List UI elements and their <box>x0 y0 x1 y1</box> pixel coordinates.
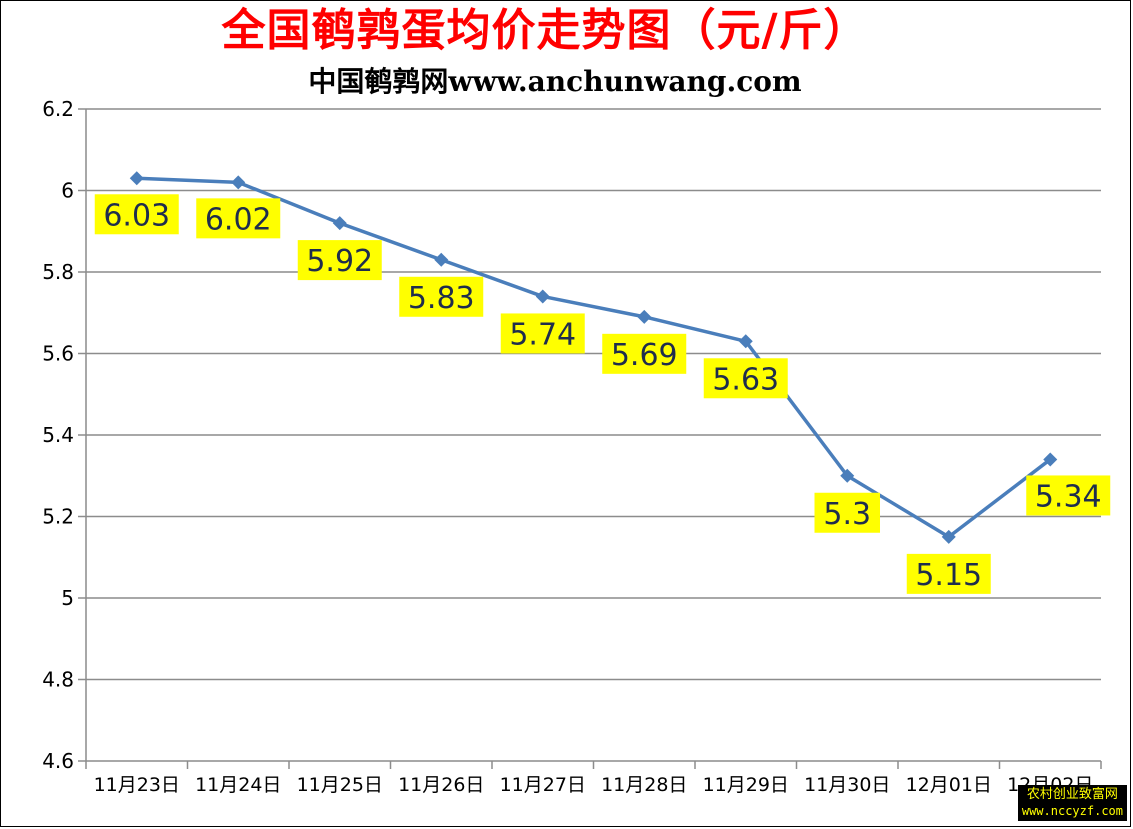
data-point-marker <box>129 171 144 186</box>
x-axis-ticks: 11月23日 11月24日 11月25日 11月26日 11月27日 11月28日 11月2… <box>85 761 1102 796</box>
chart-subtitle: 中国鹌鹑网www.anchunwang.com <box>308 65 802 98</box>
data-point-marker <box>332 216 347 231</box>
data-label-box <box>196 198 281 239</box>
watermark-logo: 农村创业致富网 www.ncсyzf.com <box>1017 785 1127 821</box>
data-point-marker <box>738 334 753 349</box>
y-tick-label: 5 <box>61 586 74 610</box>
chart-title: 全国鹌鹑蛋均价走势图（元/斤） <box>221 5 869 56</box>
data-label-box <box>602 333 687 374</box>
data-label: 5.34 <box>1035 479 1102 514</box>
x-tick-label: 11月28日 <box>601 774 687 796</box>
data-label-box <box>297 240 382 281</box>
data-label-box <box>703 358 788 399</box>
x-tick-label: 11月27日 <box>500 774 586 796</box>
series-line-group <box>129 171 1058 544</box>
x-tick-label: 11月30日 <box>804 774 890 796</box>
data-labels: 6.03 6.02 5.92 5.83 5.74 5.69 5.63 5.3 5.15 5.34 <box>94 194 1111 594</box>
data-point-marker <box>231 175 246 190</box>
y-tick-label: 6 <box>61 179 74 203</box>
y-tick-label: 5.2 <box>42 505 74 529</box>
x-tick-label: 11月24日 <box>195 774 281 796</box>
data-point-marker <box>535 289 550 304</box>
data-point-marker <box>637 309 652 324</box>
data-label-box <box>814 492 880 533</box>
watermark-url: www.ncсyzf.com <box>1021 804 1123 818</box>
y-tick-label: 5.6 <box>42 342 74 366</box>
data-label: 5.83 <box>408 281 475 316</box>
data-label: 5.15 <box>915 558 982 593</box>
data-label-box <box>94 194 179 235</box>
data-label: 5.92 <box>306 244 373 279</box>
data-label-box <box>500 313 585 354</box>
y-tick-label: 4.6 <box>42 749 74 773</box>
data-label: 5.63 <box>712 362 779 397</box>
x-tick-label: 11月25日 <box>297 774 383 796</box>
data-label-box <box>399 276 484 317</box>
y-tick-label: 5.8 <box>42 260 74 284</box>
data-label: 6.03 <box>103 198 170 233</box>
data-label-box <box>1026 475 1111 516</box>
series-line <box>136 176 1052 539</box>
y-axis-ticks: 4.6 4.8 5 5.2 5.4 5.6 5.8 6 6.2 <box>42 97 86 773</box>
gridlines <box>86 108 1101 681</box>
y-tick-label: 4.8 <box>42 668 74 692</box>
data-point-marker <box>941 529 956 544</box>
y-tick-label: 5.4 <box>42 423 74 447</box>
data-point-marker <box>434 252 449 267</box>
x-tick-label: 11月29日 <box>703 774 789 796</box>
data-label: 5.74 <box>509 317 576 352</box>
data-label: 5.69 <box>611 338 678 373</box>
watermark-text: 农村创业致富网 <box>1026 787 1118 802</box>
data-label-box <box>906 553 991 594</box>
data-point-marker <box>840 468 855 483</box>
data-label: 6.02 <box>205 202 272 237</box>
x-tick-label: 11月23日 <box>94 774 180 796</box>
x-tick-label: 12月01日 <box>906 774 992 796</box>
x-tick-label: 11月26日 <box>398 774 484 796</box>
data-label: 5.3 <box>823 497 871 532</box>
data-point-marker <box>1043 452 1058 467</box>
y-tick-label: 6.2 <box>42 97 74 121</box>
